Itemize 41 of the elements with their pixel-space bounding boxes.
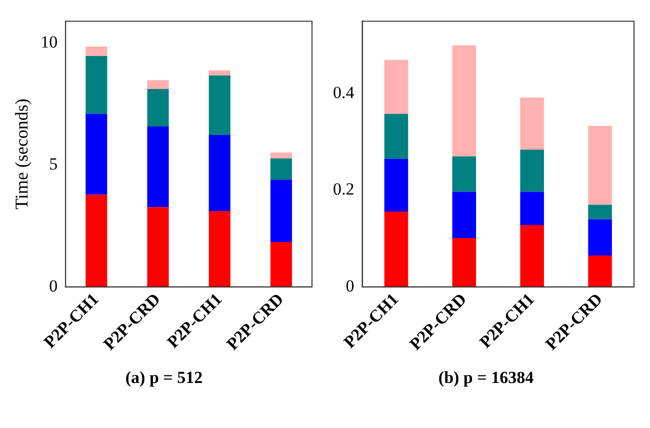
y-tick-label: 10	[40, 32, 58, 52]
bar	[147, 80, 169, 89]
bar	[147, 126, 169, 208]
bar	[208, 76, 230, 136]
y-tick-label: 0.2	[333, 180, 354, 199]
bar	[270, 158, 292, 180]
text: (b) p = 16384	[437, 368, 535, 388]
bar	[520, 150, 544, 192]
bar	[208, 135, 230, 212]
bar	[452, 238, 476, 287]
bar	[452, 45, 476, 156]
y-tick-label: 5	[49, 154, 58, 174]
bar	[86, 56, 108, 114]
bar	[452, 156, 476, 192]
bar	[86, 194, 108, 287]
text: (a) p = 512	[124, 368, 204, 388]
bar	[208, 211, 230, 287]
bar	[384, 211, 408, 287]
bar	[147, 207, 169, 287]
y-axis-title: Time (seconds)	[12, 98, 32, 210]
y-tick-label: 0.4	[333, 83, 355, 102]
bar	[86, 46, 108, 56]
bar	[147, 88, 169, 126]
bar	[384, 60, 408, 114]
bar	[588, 255, 612, 287]
y-tick-label: 0	[346, 276, 354, 296]
bar	[270, 242, 292, 287]
bar	[452, 192, 476, 238]
bar	[270, 152, 292, 158]
bar	[520, 192, 544, 226]
bar	[384, 114, 408, 159]
y-tick-label: 0	[49, 276, 58, 296]
bar	[86, 114, 108, 195]
bar	[588, 204, 612, 220]
bar	[384, 158, 408, 212]
bar	[520, 225, 544, 287]
bar	[588, 126, 612, 205]
bar	[520, 98, 544, 150]
bar	[208, 70, 230, 76]
bar	[588, 219, 612, 256]
bar	[270, 180, 292, 242]
